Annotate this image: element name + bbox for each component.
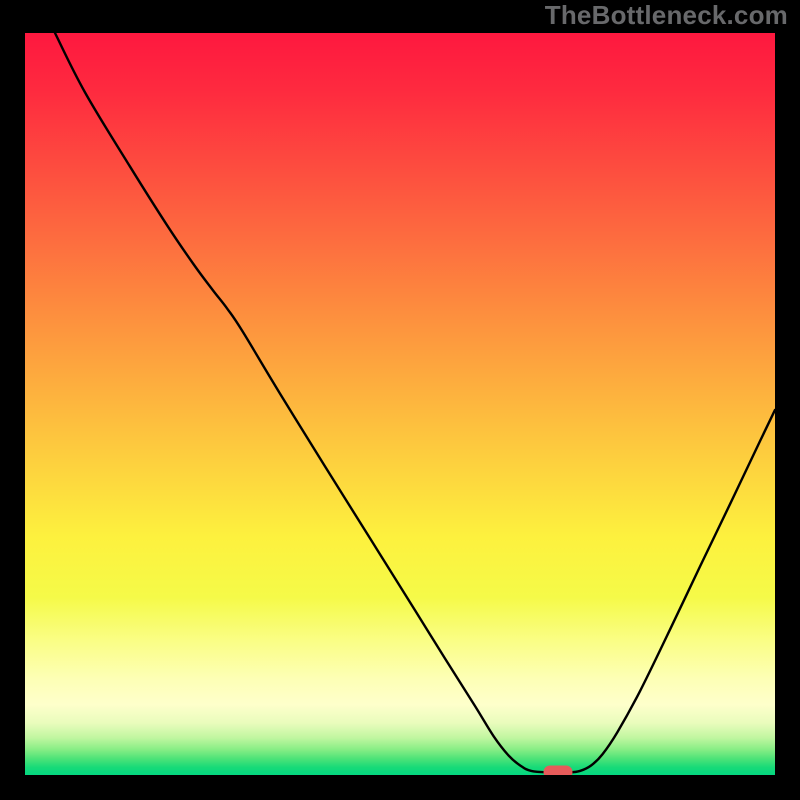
frame-border [775,0,800,800]
frame-border [0,775,800,800]
plot-area [25,33,775,775]
watermark-text: TheBottleneck.com [545,0,788,31]
bottleneck-curve [25,33,775,775]
frame-border [0,0,25,800]
